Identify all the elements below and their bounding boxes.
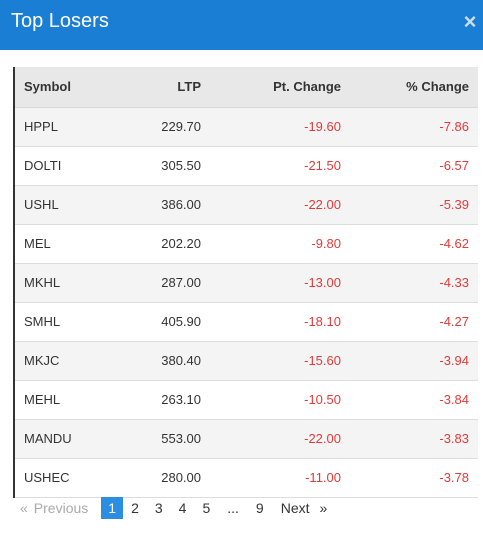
cell-pt-change: -22.00 xyxy=(210,185,350,225)
page-2-button[interactable]: 2 xyxy=(131,500,139,516)
table-row[interactable]: MKHL 287.00 -13.00 -4.33 xyxy=(15,263,478,303)
cell-symbol[interactable]: HPPL xyxy=(15,107,135,147)
cell-pt-change: -10.50 xyxy=(210,380,350,420)
table-row[interactable]: MEHL 263.10 -10.50 -3.84 xyxy=(15,380,478,420)
cell-pct-change: -7.86 xyxy=(350,107,478,147)
cell-pct-change: -4.27 xyxy=(350,302,478,342)
cell-pct-change: -4.33 xyxy=(350,263,478,303)
cell-symbol[interactable]: USHL xyxy=(15,185,135,225)
cell-ltp: 405.90 xyxy=(135,302,210,342)
column-header-pct-change[interactable]: % Change xyxy=(350,67,478,108)
table-row[interactable]: USHL 386.00 -22.00 -5.39 xyxy=(15,185,478,225)
cell-ltp: 263.10 xyxy=(135,380,210,420)
modal-header: Top Losers × xyxy=(0,0,483,50)
cell-pct-change: -3.78 xyxy=(350,458,478,498)
cell-pct-change: -6.57 xyxy=(350,146,478,186)
cell-symbol[interactable]: DOLTI xyxy=(15,146,135,186)
previous-button: Previous xyxy=(33,500,89,516)
cell-pt-change: -15.60 xyxy=(210,341,350,381)
column-header-symbol[interactable]: Symbol xyxy=(15,67,135,108)
table-header-row: Symbol LTP Pt. Change % Change xyxy=(15,67,478,108)
cell-symbol[interactable]: USHEC xyxy=(15,458,135,498)
table-row[interactable]: DOLTI 305.50 -21.50 -6.57 xyxy=(15,146,478,186)
cell-symbol[interactable]: MKHL xyxy=(15,263,135,303)
close-icon[interactable]: × xyxy=(463,9,477,34)
page-9-button[interactable]: 9 xyxy=(255,500,264,516)
cell-ltp: 386.00 xyxy=(135,185,210,225)
pagination: « Previous 1 2 3 4 5 ... 9 Next » xyxy=(14,497,331,519)
pagination-ellipsis: ... xyxy=(227,500,239,516)
cell-ltp: 280.00 xyxy=(135,458,210,498)
cell-pt-change: -9.80 xyxy=(210,224,350,264)
table-row[interactable]: HPPL 229.70 -19.60 -7.86 xyxy=(15,107,478,147)
next-arrow-icon[interactable]: » xyxy=(319,500,328,516)
cell-pct-change: -5.39 xyxy=(350,185,478,225)
cell-ltp: 287.00 xyxy=(135,263,210,303)
table-row[interactable]: SMHL 405.90 -18.10 -4.27 xyxy=(15,302,478,342)
table-row[interactable]: MEL 202.20 -9.80 -4.62 xyxy=(15,224,478,264)
cell-pct-change: -4.62 xyxy=(350,224,478,264)
cell-symbol[interactable]: MEL xyxy=(15,224,135,264)
cell-pt-change: -18.10 xyxy=(210,302,350,342)
cell-symbol[interactable]: MEHL xyxy=(15,380,135,420)
table-row[interactable]: USHEC 280.00 -11.00 -3.78 xyxy=(15,458,478,498)
page-3-button[interactable]: 3 xyxy=(154,500,163,516)
losers-table: Symbol LTP Pt. Change % Change HPPL 229.… xyxy=(15,67,478,498)
next-button[interactable]: Next xyxy=(280,500,310,516)
table-row[interactable]: MANDU 553.00 -22.00 -3.83 xyxy=(15,419,478,459)
cell-pt-change: -19.60 xyxy=(210,107,350,147)
cell-pct-change: -3.84 xyxy=(350,380,478,420)
column-header-ltp[interactable]: LTP xyxy=(135,67,210,108)
cell-symbol[interactable]: SMHL xyxy=(15,302,135,342)
losers-table-container: Symbol LTP Pt. Change % Change HPPL 229.… xyxy=(13,67,478,498)
modal-title: Top Losers xyxy=(11,10,109,32)
cell-pt-change: -21.50 xyxy=(210,146,350,186)
page-1-button[interactable]: 1 xyxy=(101,497,124,519)
cell-ltp: 202.20 xyxy=(135,224,210,264)
cell-ltp: 305.50 xyxy=(135,146,210,186)
cell-pt-change: -11.00 xyxy=(210,458,350,498)
cell-pt-change: -13.00 xyxy=(210,263,350,303)
cell-ltp: 380.40 xyxy=(135,341,210,381)
column-header-pt-change[interactable]: Pt. Change xyxy=(210,67,350,108)
cell-pct-change: -3.94 xyxy=(350,341,478,381)
prev-arrow-icon: « xyxy=(20,500,28,516)
cell-symbol[interactable]: MANDU xyxy=(15,419,135,459)
cell-symbol[interactable]: MKJC xyxy=(15,341,135,381)
cell-pct-change: -3.83 xyxy=(350,419,478,459)
page-5-button[interactable]: 5 xyxy=(202,500,211,516)
table-row[interactable]: MKJC 380.40 -15.60 -3.94 xyxy=(15,341,478,381)
page-4-button[interactable]: 4 xyxy=(178,500,187,516)
cell-pt-change: -22.00 xyxy=(210,419,350,459)
cell-ltp: 553.00 xyxy=(135,419,210,459)
cell-ltp: 229.70 xyxy=(135,107,210,147)
